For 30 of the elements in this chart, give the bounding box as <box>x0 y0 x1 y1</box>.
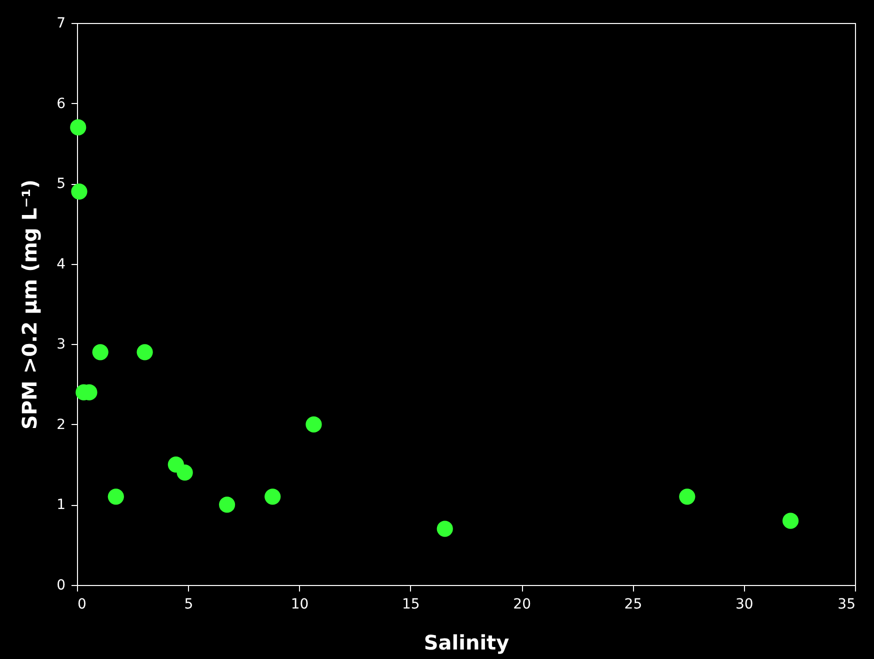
point <box>176 464 193 481</box>
x-tick-label: 25 <box>624 596 642 612</box>
point <box>108 488 124 505</box>
y-tick-label: 5 <box>56 176 66 192</box>
point <box>70 119 86 136</box>
y-tick-label: 6 <box>56 96 66 112</box>
point <box>782 512 799 529</box>
point <box>92 344 108 360</box>
x-tick-label: 20 <box>513 596 531 612</box>
y-tick-label: 3 <box>56 336 66 353</box>
point <box>436 520 453 537</box>
x-tick-label: 15 <box>402 596 420 612</box>
x-axis-title: Salinity <box>424 630 510 654</box>
x-tick-label: 10 <box>290 596 309 612</box>
y-tick-label: 2 <box>56 416 66 433</box>
x-tick-label: 5 <box>184 596 194 612</box>
point <box>306 416 322 432</box>
y-tick-label: 1 <box>56 497 66 514</box>
y-tick-label: 0 <box>56 578 66 594</box>
point <box>218 496 236 513</box>
x-tick-label: 35 <box>838 596 856 612</box>
point <box>679 488 696 505</box>
x-tick-label: 0 <box>78 596 86 612</box>
point <box>136 344 153 360</box>
y-tick-label: 7 <box>56 16 66 32</box>
y-tick-label: 4 <box>56 256 66 272</box>
point <box>71 184 88 200</box>
point <box>264 488 281 505</box>
x-tick-label: 30 <box>735 596 754 612</box>
y-axis-title: SPM >0.2 µm (mg L⁻¹) <box>18 179 42 430</box>
